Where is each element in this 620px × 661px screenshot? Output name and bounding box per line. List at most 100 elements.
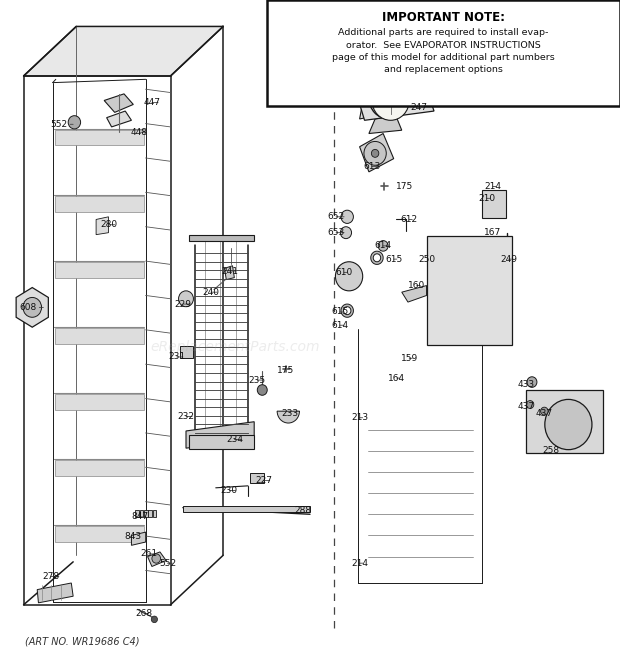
- Text: 288: 288: [294, 506, 311, 515]
- Polygon shape: [131, 532, 146, 545]
- Text: 847: 847: [131, 512, 148, 522]
- Text: 433: 433: [517, 380, 534, 389]
- Text: 280: 280: [100, 220, 117, 229]
- Polygon shape: [16, 288, 48, 327]
- Text: 552: 552: [50, 120, 73, 129]
- Text: 229: 229: [174, 299, 192, 309]
- Text: 250: 250: [418, 254, 435, 264]
- Circle shape: [371, 149, 379, 157]
- Circle shape: [527, 377, 537, 387]
- Circle shape: [340, 227, 352, 239]
- Polygon shape: [104, 94, 133, 112]
- Bar: [55, 262, 144, 278]
- Polygon shape: [360, 134, 394, 172]
- Circle shape: [378, 241, 388, 251]
- Circle shape: [541, 407, 548, 415]
- Bar: [427, 236, 512, 345]
- Text: 258: 258: [542, 446, 559, 455]
- Text: 613: 613: [363, 162, 381, 171]
- Text: 437: 437: [536, 408, 553, 418]
- FancyBboxPatch shape: [267, 0, 620, 106]
- Text: 167: 167: [484, 228, 502, 237]
- Wedge shape: [277, 411, 299, 423]
- Circle shape: [151, 616, 157, 623]
- Bar: [526, 390, 603, 453]
- Circle shape: [335, 262, 363, 291]
- Polygon shape: [356, 83, 434, 120]
- Polygon shape: [402, 286, 427, 302]
- Polygon shape: [369, 115, 402, 134]
- Text: 653: 653: [327, 228, 345, 237]
- Text: 175: 175: [277, 366, 294, 375]
- Text: 614: 614: [331, 321, 348, 330]
- Polygon shape: [107, 111, 131, 127]
- Bar: [55, 130, 144, 145]
- Bar: [55, 196, 144, 212]
- Text: 230: 230: [221, 486, 238, 495]
- Circle shape: [372, 81, 409, 120]
- Polygon shape: [360, 79, 434, 119]
- Polygon shape: [24, 26, 223, 76]
- Text: 247: 247: [410, 102, 427, 112]
- Text: 261: 261: [140, 549, 157, 559]
- Circle shape: [179, 291, 193, 307]
- Text: IMPORTANT NOTE:: IMPORTANT NOTE:: [382, 11, 505, 24]
- Bar: [55, 328, 144, 344]
- Circle shape: [23, 297, 42, 317]
- Text: 652: 652: [327, 212, 345, 221]
- Text: 213: 213: [351, 413, 368, 422]
- Text: 268: 268: [135, 609, 153, 618]
- Circle shape: [68, 116, 81, 129]
- Bar: [144, 510, 148, 517]
- Polygon shape: [186, 422, 254, 448]
- Text: (ART NO. WR19686 C4): (ART NO. WR19686 C4): [25, 637, 140, 646]
- Text: 159: 159: [401, 354, 418, 363]
- Bar: [140, 510, 143, 517]
- Text: 232: 232: [177, 412, 195, 421]
- Bar: [183, 506, 310, 512]
- Text: 552: 552: [159, 559, 176, 568]
- Text: 227: 227: [255, 476, 272, 485]
- Bar: [180, 346, 193, 358]
- Text: 608: 608: [19, 303, 43, 312]
- Bar: [55, 394, 144, 410]
- Bar: [482, 190, 506, 218]
- Text: 278: 278: [42, 572, 60, 581]
- Text: 235: 235: [249, 375, 266, 385]
- Text: 234: 234: [226, 435, 243, 444]
- Text: 233: 233: [281, 408, 299, 418]
- Text: 615: 615: [385, 254, 402, 264]
- Text: 210: 210: [478, 194, 495, 203]
- Bar: [148, 510, 152, 517]
- Bar: [189, 235, 254, 241]
- Bar: [55, 526, 144, 542]
- Text: 612: 612: [401, 215, 418, 224]
- Text: 175: 175: [396, 182, 413, 191]
- Circle shape: [526, 401, 534, 408]
- Text: 160: 160: [408, 281, 425, 290]
- Polygon shape: [148, 552, 166, 566]
- Text: 241: 241: [221, 266, 238, 276]
- Text: Additional parts are required to install evap-
orator.  See EVAPORATOR INSTRUCTI: Additional parts are required to install…: [332, 28, 555, 74]
- Bar: [153, 510, 156, 517]
- Polygon shape: [96, 217, 108, 235]
- Bar: [250, 473, 264, 483]
- Circle shape: [257, 385, 267, 395]
- Circle shape: [545, 399, 592, 449]
- Text: 615: 615: [331, 307, 348, 317]
- Circle shape: [341, 210, 353, 223]
- Bar: [135, 510, 139, 517]
- Text: 214: 214: [484, 182, 502, 191]
- Text: 164: 164: [388, 373, 405, 383]
- Circle shape: [152, 554, 161, 563]
- Text: 614: 614: [374, 241, 392, 251]
- Bar: [189, 435, 254, 449]
- Polygon shape: [37, 583, 73, 603]
- Text: 214: 214: [351, 559, 368, 568]
- Text: 610: 610: [335, 268, 353, 277]
- Text: 447: 447: [143, 98, 161, 107]
- Text: 843: 843: [125, 532, 142, 541]
- Text: 437: 437: [517, 402, 534, 411]
- Text: 448: 448: [131, 128, 148, 137]
- Text: eReplacementParts.com: eReplacementParts.com: [151, 340, 321, 354]
